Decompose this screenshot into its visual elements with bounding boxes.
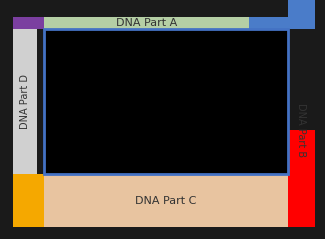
Text: DNA Part B: DNA Part B [296,103,306,157]
Bar [288,174,315,227]
Bar [44,17,249,29]
Bar [249,17,315,29]
Text: DNA Part C: DNA Part C [135,196,196,206]
Bar [13,17,44,29]
Bar [44,174,288,227]
Bar [44,29,288,174]
Bar [288,130,315,227]
Text: DNA Part A: DNA Part A [116,18,177,28]
Bar [13,174,44,227]
Bar [288,0,315,29]
Text: DNA Part D: DNA Part D [20,74,30,129]
Bar [13,29,37,174]
